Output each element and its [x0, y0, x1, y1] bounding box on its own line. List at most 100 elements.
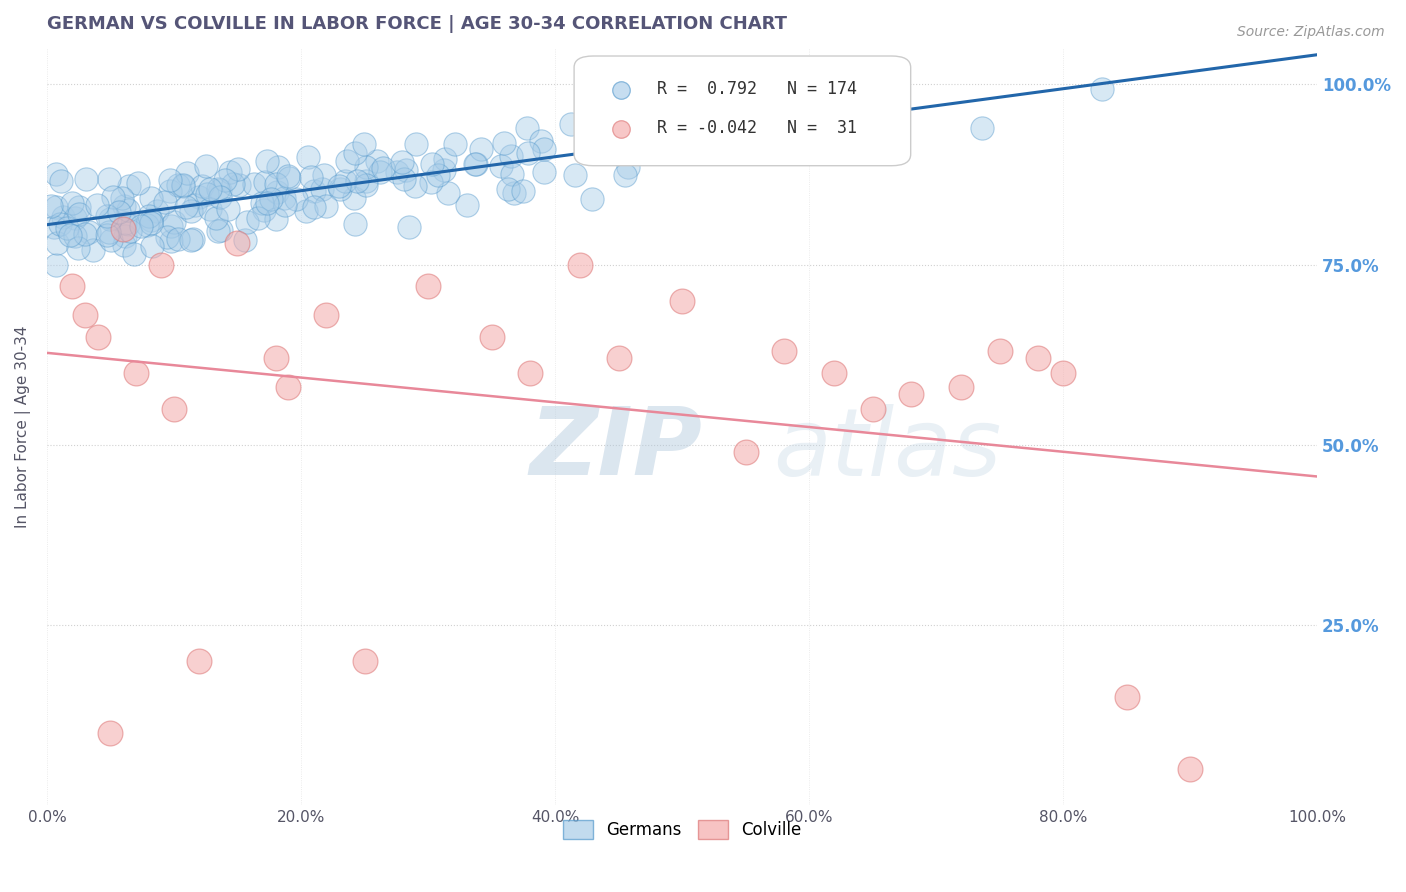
Point [55, 221, 77, 235]
Point [139, 212, 162, 227]
Point [295, 203, 318, 218]
Point [610, 117, 633, 131]
Point [264, 177, 287, 191]
Point [209, 223, 232, 237]
Point [87, 329, 110, 343]
Point [98, 225, 121, 239]
Point [343, 217, 366, 231]
Point [146, 204, 169, 219]
Point [734, 445, 756, 459]
Point [277, 380, 299, 394]
Point [354, 178, 377, 193]
Point [499, 148, 522, 162]
Point [45, 235, 67, 250]
Point [188, 654, 211, 668]
Point [75, 308, 97, 322]
Point [195, 160, 218, 174]
Point [354, 174, 377, 188]
Point [299, 169, 322, 184]
Point [100, 726, 122, 740]
Point [112, 199, 135, 213]
Point [45, 200, 67, 214]
Point [256, 154, 278, 169]
Point [273, 191, 295, 205]
Text: R =  0.792   N = 174: R = 0.792 N = 174 [657, 79, 856, 97]
Point [42, 219, 65, 234]
Point [564, 168, 586, 182]
Point [187, 189, 209, 203]
Point [427, 168, 450, 182]
Point [278, 171, 301, 186]
Point [311, 182, 333, 196]
Point [66, 241, 89, 255]
Point [950, 380, 973, 394]
Point [159, 173, 181, 187]
Point [302, 184, 325, 198]
Point [516, 145, 538, 160]
Point [207, 224, 229, 238]
Point [246, 211, 269, 226]
Point [266, 185, 288, 199]
Point [988, 344, 1011, 359]
Point [422, 157, 444, 171]
Point [138, 209, 160, 223]
Point [45, 258, 67, 272]
Point [156, 230, 179, 244]
Point [49, 218, 72, 232]
Point [176, 200, 198, 214]
Point [39, 199, 62, 213]
Point [100, 233, 122, 247]
Point [366, 153, 388, 168]
Point [250, 195, 273, 210]
Point [900, 387, 922, 401]
Point [492, 136, 515, 150]
Point [163, 401, 186, 416]
Point [420, 175, 443, 189]
Point [315, 308, 337, 322]
Point [129, 219, 152, 233]
Text: Source: ZipAtlas.com: Source: ZipAtlas.com [1237, 25, 1385, 39]
Point [63, 211, 86, 225]
Point [824, 366, 846, 380]
Point [610, 154, 633, 169]
Point [607, 351, 630, 366]
Point [183, 198, 205, 212]
Point [496, 182, 519, 196]
Point [519, 366, 541, 380]
Point [464, 157, 486, 171]
Point [560, 117, 582, 131]
Point [328, 178, 350, 193]
Point [112, 238, 135, 252]
Point [217, 202, 239, 216]
Point [630, 131, 652, 145]
Point [436, 186, 458, 200]
Point [172, 178, 194, 193]
Point [82, 243, 104, 257]
Point [353, 654, 375, 668]
Point [111, 191, 134, 205]
Point [533, 165, 555, 179]
Text: ZIP: ZIP [530, 403, 703, 495]
Point [67, 200, 90, 214]
Point [176, 166, 198, 180]
Point [118, 224, 141, 238]
Point [243, 178, 266, 192]
Point [671, 293, 693, 308]
Point [391, 154, 413, 169]
Point [101, 190, 124, 204]
Point [273, 198, 295, 212]
Point [167, 232, 190, 246]
Point [329, 182, 352, 196]
Point [98, 212, 121, 227]
Point [772, 344, 794, 359]
Point [153, 194, 176, 209]
Point [63, 228, 86, 243]
Point [117, 203, 139, 218]
Point [569, 258, 592, 272]
Point [139, 216, 162, 230]
Point [814, 128, 837, 143]
Point [96, 228, 118, 243]
Point [605, 146, 627, 161]
Point [416, 279, 439, 293]
Point [302, 200, 325, 214]
